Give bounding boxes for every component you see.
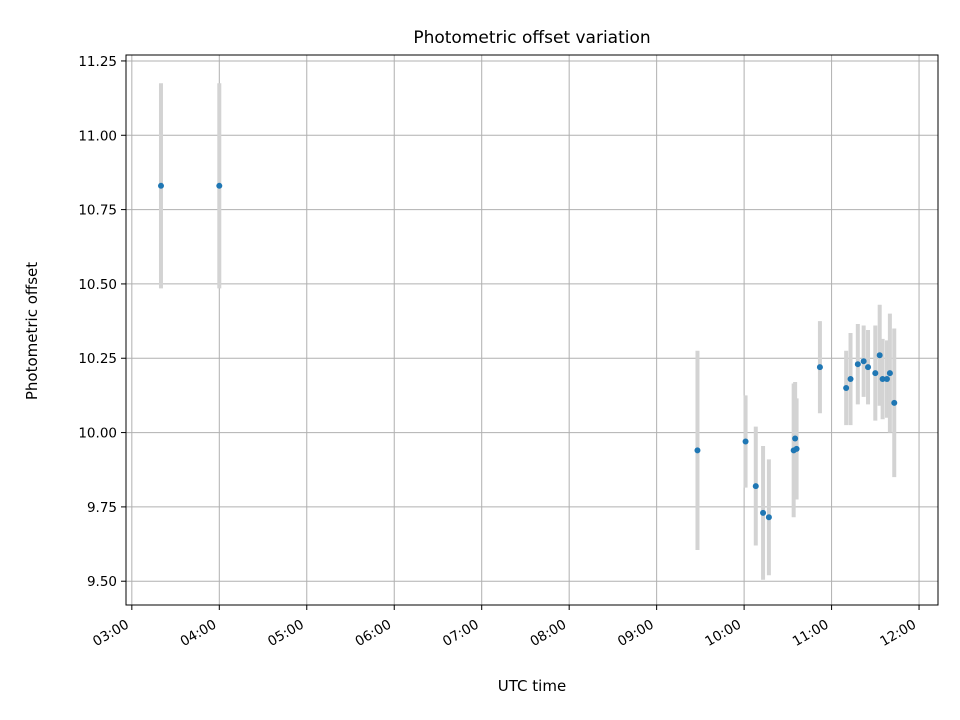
data-point [843,384,850,391]
data-point [865,364,872,371]
data-point [694,447,701,454]
data-point [860,358,867,365]
x-axis-title: UTC time [498,677,566,695]
data-point [854,361,861,368]
data-point [847,376,854,383]
data-point [816,364,823,371]
data-point [157,182,164,189]
y-tick-label: 10.00 [78,426,117,442]
y-tick-label: 10.75 [78,203,117,219]
data-point [879,376,886,383]
y-tick-label: 11.25 [78,54,117,70]
y-tick-label: 11.00 [78,128,117,144]
data-point [792,435,799,442]
data-point [216,182,223,189]
data-point [876,352,883,359]
plot-frame [125,54,939,606]
y-tick-label: 10.25 [78,351,117,367]
data-point [883,376,890,383]
chart-title: Photometric offset variation [413,28,650,48]
y-tick-label: 9.50 [87,574,117,590]
data-point [872,370,879,377]
data-point [886,370,893,377]
y-axis-title: Photometric offset [23,262,41,400]
data-point [891,399,898,406]
data-points [157,182,898,521]
data-point [765,514,772,521]
data-point [793,445,800,452]
data-point [742,438,749,445]
grid [126,55,938,605]
data-point [752,483,759,490]
y-tick-label: 10.50 [78,277,117,293]
data-point [760,509,767,516]
y-tick-label: 9.75 [87,500,117,516]
